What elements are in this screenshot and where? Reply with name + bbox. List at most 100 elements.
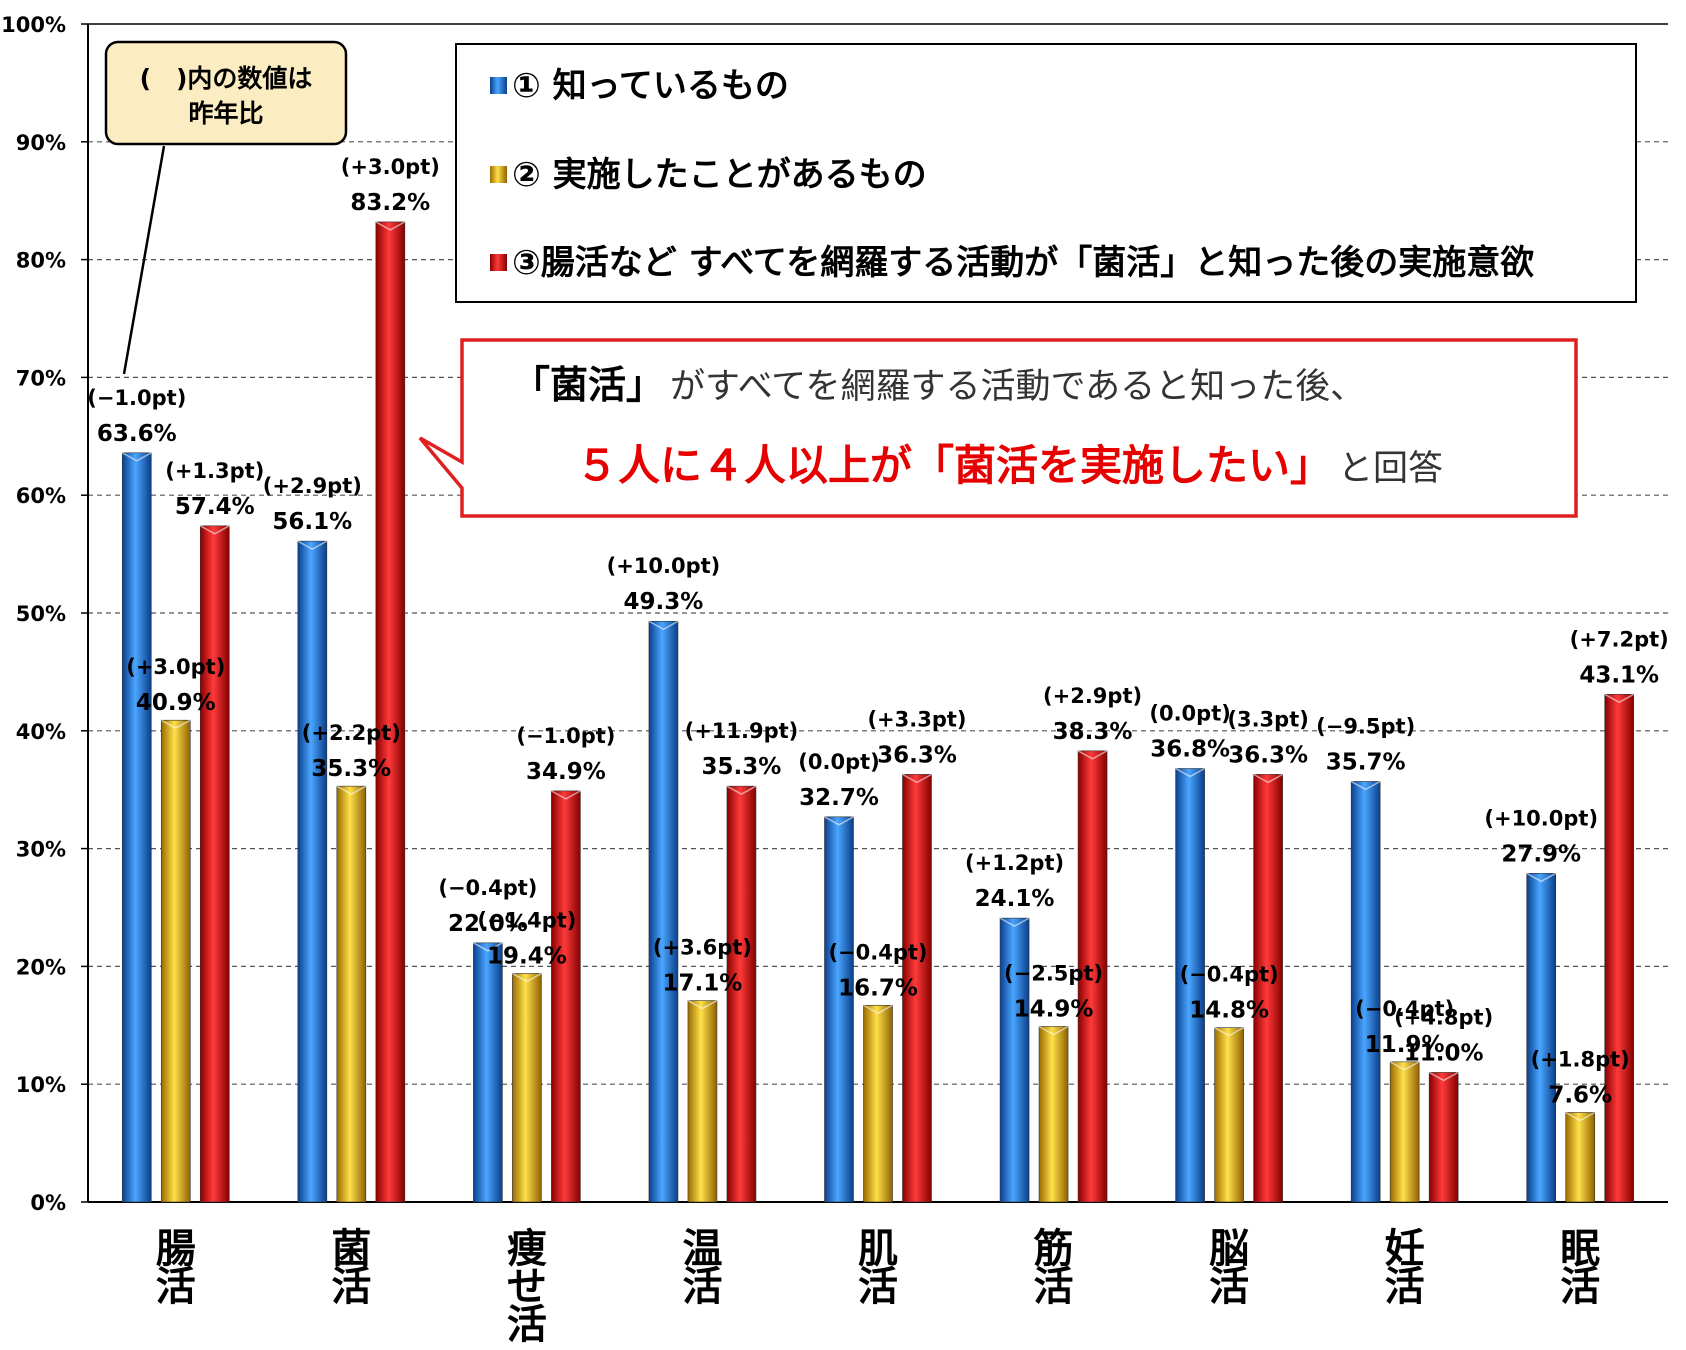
bar-known-bevel [824, 816, 854, 826]
change-label: (−0.4pt) [438, 876, 537, 900]
change-label: (−9.5pt) [1316, 714, 1415, 738]
bar-intention-bevel [199, 525, 230, 535]
change-label: (−0.4pt) [1355, 997, 1454, 1021]
y-tick-label: 100% [1, 13, 66, 37]
bar-known-bevel [1350, 780, 1381, 791]
change-label: (+10.0pt) [1484, 806, 1598, 830]
bar-known-bevel [297, 540, 328, 550]
value-label: 63.6% [97, 421, 177, 447]
change-label: (0.0pt) [1149, 701, 1230, 725]
bar-experienced [1565, 1112, 1596, 1203]
bar-known [1175, 768, 1205, 1203]
change-label: (0.0pt) [798, 750, 879, 774]
y-tick-label: 50% [16, 602, 66, 626]
category-label: 活 [1034, 1264, 1074, 1310]
legend-swatch-blue [490, 77, 507, 94]
bar-known [1350, 781, 1381, 1203]
value-label: 35.7% [1326, 749, 1406, 775]
bar-experienced-bevel [1389, 1061, 1420, 1071]
category-label: 痩 [507, 1226, 547, 1272]
bar-intention-bevel [726, 785, 757, 796]
callout-line-1-rest: がすべてを網羅する活動であると知った後、 [670, 367, 1365, 407]
bar-known-bevel [999, 917, 1030, 927]
bar-experienced-bevel [1038, 1025, 1069, 1036]
category-label: 活 [682, 1264, 722, 1310]
bar-experienced-bevel [687, 999, 718, 1010]
bar-known-bevel [473, 942, 503, 952]
bar-experienced [512, 973, 542, 1203]
legend-item-3: ③腸活など すべてを網羅する活動が「菌活」と知った後の実施意欲 [512, 243, 1534, 283]
bar-known-bevel [648, 620, 679, 631]
value-label: 17.1% [663, 971, 743, 997]
bar-intention-bevel [1428, 1071, 1459, 1082]
change-label: (3.3pt) [1227, 707, 1308, 731]
callout-emphasis: ５人に４人以上が「菌活を実施したい」 [576, 441, 1332, 490]
callout-term: 「菌活」 [512, 363, 664, 407]
category-label: 脳 [1209, 1226, 1249, 1272]
value-label: 14.8% [1189, 998, 1269, 1024]
highlight-callout: 「菌活」 がすべてを網羅する活動であると知った後、 ５人に４人以上が「菌活を実施し… [418, 338, 1578, 518]
value-label: 24.1% [975, 886, 1055, 912]
value-label: 11.9% [1365, 1032, 1445, 1058]
bars [121, 221, 1635, 1203]
y-tick-label: 30% [16, 838, 66, 862]
bar-experienced-bevel [863, 1004, 893, 1015]
bar-intention [199, 525, 230, 1203]
change-label: (+1.3pt) [165, 459, 264, 483]
change-label: (+2.9pt) [263, 474, 362, 498]
category-label: 活 [156, 1264, 196, 1310]
change-label: (+3.3pt) [867, 707, 966, 731]
bar-known [999, 917, 1030, 1203]
category-label: 妊 [1385, 1226, 1425, 1272]
change-label: (+2.2pt) [302, 721, 401, 745]
bar-intention [1428, 1072, 1459, 1203]
bar-known [121, 452, 152, 1203]
value-label: 36.8% [1150, 736, 1230, 762]
bar-experienced [1389, 1061, 1420, 1203]
legend-item-1: ① 知っているもの [512, 66, 789, 106]
bar-known-bevel [121, 452, 152, 462]
bar-intention [375, 221, 406, 1203]
value-label: 27.9% [1501, 841, 1581, 867]
value-label: 22.0% [448, 911, 528, 937]
category-label: 活 [1560, 1264, 1600, 1310]
y-tick-label: 80% [16, 249, 66, 273]
y-tick-label: 0% [30, 1191, 66, 1215]
category-label: 肌 [858, 1226, 898, 1272]
bar-intention [1253, 774, 1283, 1203]
y-tick-label: 90% [16, 131, 66, 155]
bar-experienced [687, 1000, 718, 1203]
value-label: 36.3% [1228, 742, 1308, 768]
note-line-2: 昨年比 [188, 99, 263, 128]
y-tick-label: 20% [16, 955, 66, 979]
bar-intention-bevel [902, 773, 932, 784]
change-label: (+3.0pt) [341, 155, 440, 179]
category-label: 活 [1385, 1264, 1425, 1310]
change-label: (−1.4pt) [477, 908, 576, 932]
bar-experienced-bevel [1565, 1111, 1596, 1122]
change-label: (+11.9pt) [685, 719, 799, 743]
bar-experienced [1214, 1027, 1244, 1203]
value-label: 14.9% [1014, 996, 1094, 1022]
change-label: (+4.8pt) [1394, 1005, 1493, 1029]
category-label: 筋 [1034, 1226, 1074, 1272]
change-label: (−1.0pt) [87, 386, 186, 410]
change-label: (+2.9pt) [1043, 684, 1142, 708]
value-label: 32.7% [799, 785, 879, 811]
legend-item-2: ② 実施したことがあるもの [512, 155, 927, 195]
value-label: 11.0% [1404, 1040, 1484, 1066]
callout-line-1: 「菌活」 がすべてを網羅する活動であると知った後、 [512, 363, 1365, 407]
bar-known [473, 942, 503, 1203]
note-callout: ( )内の数値は 昨年比 [104, 40, 348, 375]
y-axis-ticks: 0% 10% 20% 30% 40% 50% 60% 70% 80% 90% 100% [1, 13, 88, 1215]
callout-box [418, 338, 1578, 518]
value-label: 43.1% [1579, 662, 1659, 688]
note-pointer [122, 145, 166, 375]
bar-intention-bevel [1604, 693, 1635, 704]
change-label: (+1.8pt) [1531, 1047, 1630, 1071]
bar-intention-bevel [375, 221, 406, 231]
value-label: 49.3% [624, 589, 704, 615]
value-label: 35.3% [702, 754, 782, 780]
value-label: 35.3% [311, 756, 391, 782]
category-label: 眠 [1560, 1226, 1600, 1272]
